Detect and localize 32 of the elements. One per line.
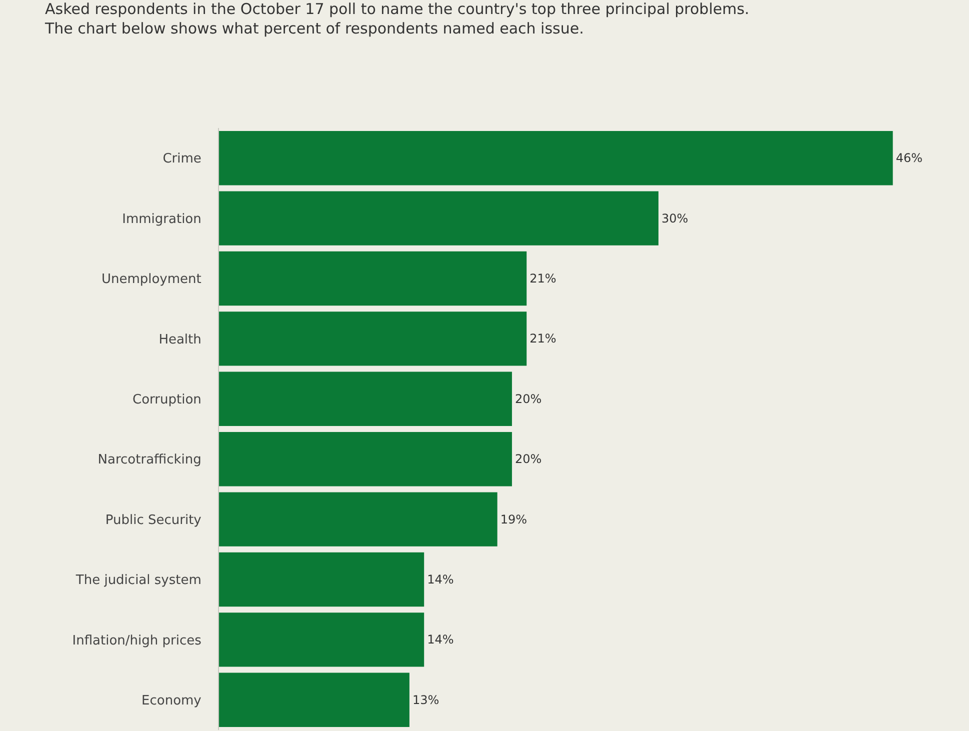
data-label: 20% xyxy=(514,392,542,406)
y-tick-label: Immigration xyxy=(122,212,202,227)
bar xyxy=(219,432,512,486)
data-label: 20% xyxy=(514,452,542,466)
data-label: 30% xyxy=(661,211,688,226)
bar xyxy=(219,131,893,186)
bar xyxy=(219,312,527,366)
data-label: 19% xyxy=(500,512,527,526)
data-label: 21% xyxy=(530,272,556,286)
y-tick-label: Unemployment xyxy=(101,272,202,288)
data-label: 46% xyxy=(896,151,922,166)
bar xyxy=(219,191,658,246)
y-tick-label: Public Security xyxy=(105,512,202,528)
bar xyxy=(219,251,527,306)
bar xyxy=(219,672,410,727)
y-tick-label: Crime xyxy=(162,152,202,167)
chart-title: Asked respondents in the October 17 poll to name the country's top three principal problems. xyxy=(45,0,750,18)
data-label: 21% xyxy=(530,332,556,346)
y-tick-label: Corruption xyxy=(132,392,202,408)
bar xyxy=(219,372,512,426)
data-label: 13% xyxy=(412,692,440,707)
data-label: 14% xyxy=(427,572,454,586)
y-tick-label: The judicial system xyxy=(74,573,202,588)
y-tick-label: Inflation/high prices xyxy=(72,633,202,648)
data-label: 14% xyxy=(427,632,454,647)
y-tick-label: Health xyxy=(158,332,202,348)
chart-subtitle: The chart below shows what percent of respondents named each issue. xyxy=(44,20,584,38)
bar xyxy=(219,492,498,546)
y-tick-label: Narcotrafficking xyxy=(98,452,202,468)
bar xyxy=(219,552,424,607)
bar xyxy=(219,612,424,667)
y-tick-label: Economy xyxy=(142,693,202,708)
